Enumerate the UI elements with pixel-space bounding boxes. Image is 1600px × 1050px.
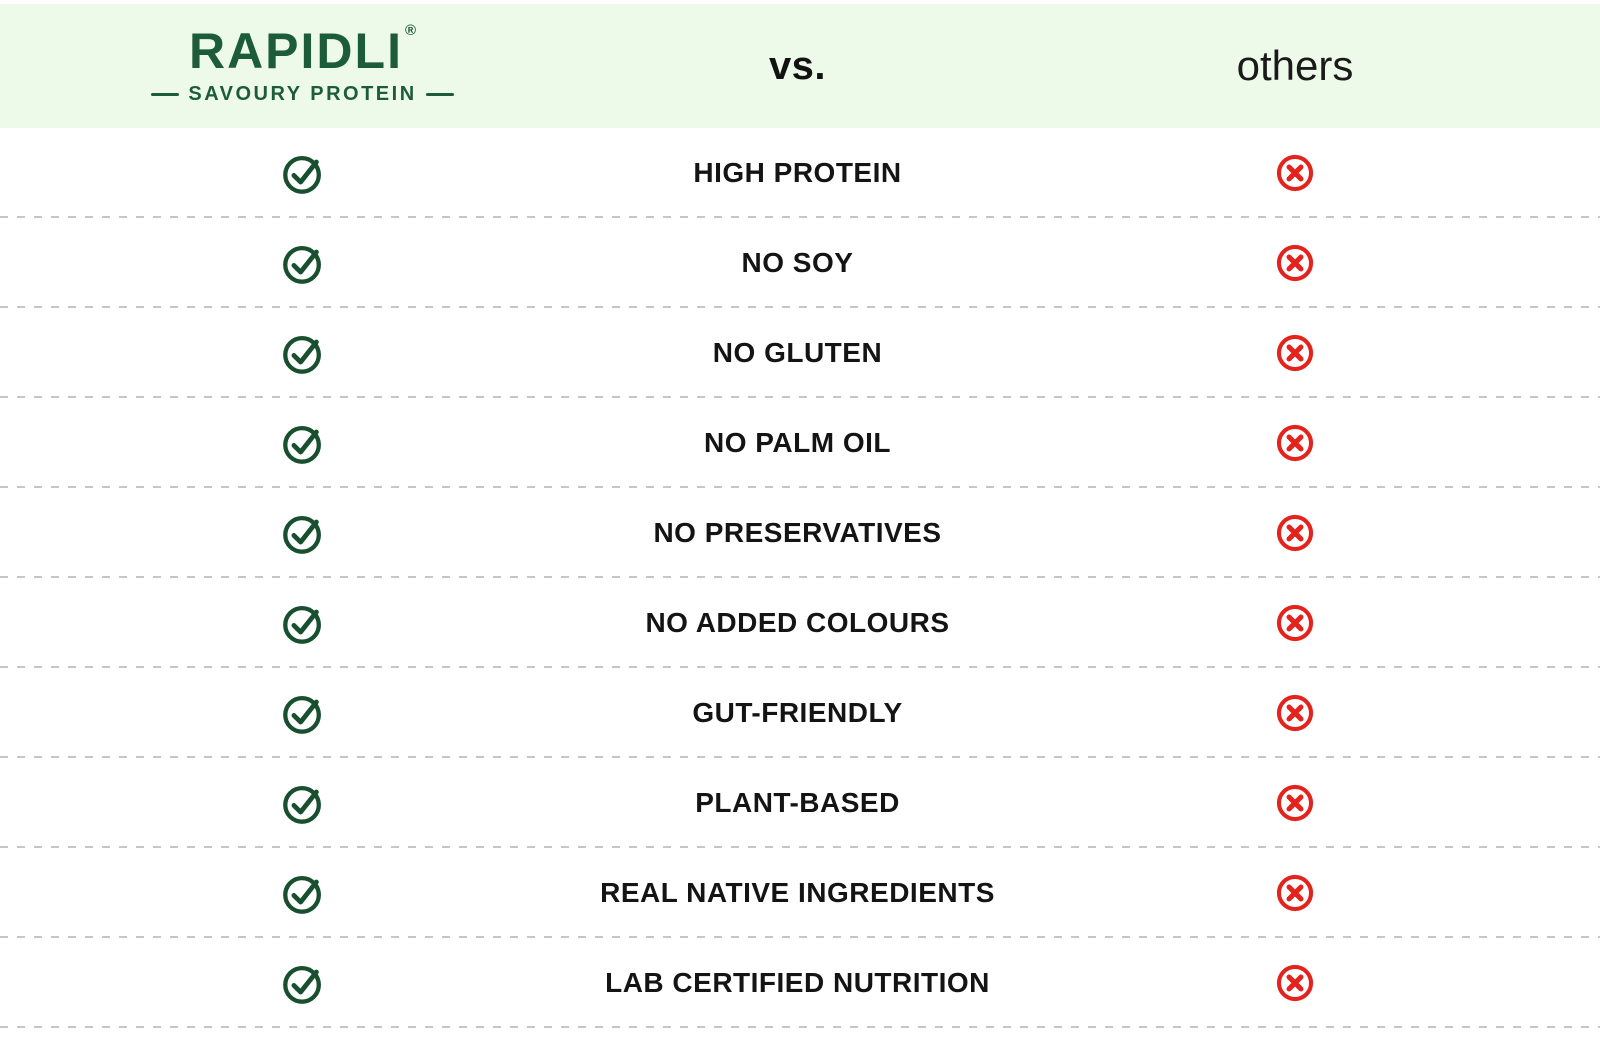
feature-label: LAB CERTIFIED NUTRITION <box>605 967 990 998</box>
check-circle-icon <box>282 785 321 824</box>
others-mark-cell <box>990 961 1600 1005</box>
comparison-rows: HIGH PROTEIN NO SOY NO GLUTEN <box>0 128 1600 1028</box>
registered-trademark-icon: ® <box>404 22 417 39</box>
others-mark-cell <box>990 601 1600 645</box>
others-column-header: others <box>1236 42 1354 89</box>
feature-row: NO SOY <box>0 218 1600 308</box>
brand-logo: RAPIDLI ® SAVOURY PROTEIN <box>151 22 454 106</box>
feature-label-cell: NO ADDED COLOURS <box>605 607 990 639</box>
feature-row: NO PALM OIL <box>0 398 1600 488</box>
feature-row: LAB CERTIFIED NUTRITION <box>0 938 1600 1028</box>
x-circle-icon <box>1276 964 1314 1002</box>
x-circle-icon <box>1276 334 1314 372</box>
feature-row: NO ADDED COLOURS <box>0 578 1600 668</box>
brand-subtitle-text: SAVOURY PROTEIN <box>188 83 417 105</box>
check-circle-icon <box>282 155 321 194</box>
x-circle-icon <box>1276 874 1314 912</box>
header-band: RAPIDLI ® SAVOURY PROTEIN vs. others <box>0 4 1600 128</box>
feature-row: GUT-FRIENDLY <box>0 668 1600 758</box>
feature-label-cell: LAB CERTIFIED NUTRITION <box>605 967 990 999</box>
rapidli-mark-cell <box>0 960 605 1006</box>
check-circle-icon <box>282 965 321 1004</box>
brand-name: RAPIDLI <box>188 23 403 79</box>
rapidli-mark-cell <box>0 240 605 286</box>
check-circle-icon <box>282 875 321 914</box>
rapidli-mark-cell <box>0 690 605 736</box>
others-mark-cell <box>990 511 1600 555</box>
check-circle-icon <box>282 245 321 284</box>
rapidli-mark-cell <box>0 420 605 466</box>
rapidli-mark-cell <box>0 780 605 826</box>
feature-row: PLANT-BASED <box>0 758 1600 848</box>
subtitle-left-dash <box>151 93 180 96</box>
subtitle-right-dash <box>425 93 454 96</box>
feature-label-cell: NO PRESERVATIVES <box>605 517 990 549</box>
check-circle-icon <box>282 335 321 374</box>
feature-label-cell: GUT-FRIENDLY <box>605 697 990 729</box>
check-circle-icon <box>282 425 321 464</box>
feature-label: NO ADDED COLOURS <box>645 607 950 638</box>
check-circle-icon <box>282 605 321 644</box>
feature-label-cell: NO GLUTEN <box>605 337 990 369</box>
others-mark-cell <box>990 241 1600 285</box>
others-mark-cell <box>990 331 1600 375</box>
brand-subtitle: SAVOURY PROTEIN <box>151 83 454 106</box>
feature-row: REAL NATIVE INGREDIENTS <box>0 848 1600 938</box>
feature-row: NO GLUTEN <box>0 308 1600 398</box>
feature-label: NO GLUTEN <box>712 337 883 368</box>
rapidli-mark-cell <box>0 870 605 916</box>
x-circle-icon <box>1276 154 1314 192</box>
vs-label: vs. <box>768 43 827 88</box>
others-mark-cell <box>990 871 1600 915</box>
feature-label: NO SOY <box>741 247 854 278</box>
rapidli-mark-cell <box>0 600 605 646</box>
feature-row: NO PRESERVATIVES <box>0 488 1600 578</box>
feature-label: REAL NATIVE INGREDIENTS <box>600 877 995 908</box>
check-circle-icon <box>282 515 321 554</box>
others-mark-cell <box>990 781 1600 825</box>
feature-label-cell: PLANT-BASED <box>605 787 990 819</box>
feature-label-cell: HIGH PROTEIN <box>605 157 990 189</box>
x-circle-icon <box>1276 424 1314 462</box>
feature-label: GUT-FRIENDLY <box>692 697 903 728</box>
x-circle-icon <box>1276 514 1314 552</box>
feature-row: HIGH PROTEIN <box>0 128 1600 218</box>
others-mark-cell <box>990 151 1600 195</box>
check-circle-icon <box>282 695 321 734</box>
feature-label-cell: NO PALM OIL <box>605 427 990 459</box>
x-circle-icon <box>1276 694 1314 732</box>
x-circle-icon <box>1276 604 1314 642</box>
others-mark-cell <box>990 691 1600 735</box>
feature-label-cell: NO SOY <box>605 247 990 279</box>
feature-label-cell: REAL NATIVE INGREDIENTS <box>600 877 994 909</box>
x-circle-icon <box>1276 244 1314 282</box>
others-mark-cell <box>990 421 1600 465</box>
feature-label: NO PRESERVATIVES <box>653 517 942 548</box>
feature-label: HIGH PROTEIN <box>693 157 902 188</box>
x-circle-icon <box>1276 784 1314 822</box>
rapidli-mark-cell <box>0 150 605 196</box>
feature-label: PLANT-BASED <box>695 787 900 818</box>
rapidli-mark-cell <box>0 510 605 556</box>
rapidli-mark-cell <box>0 330 605 376</box>
feature-label: NO PALM OIL <box>704 427 891 458</box>
